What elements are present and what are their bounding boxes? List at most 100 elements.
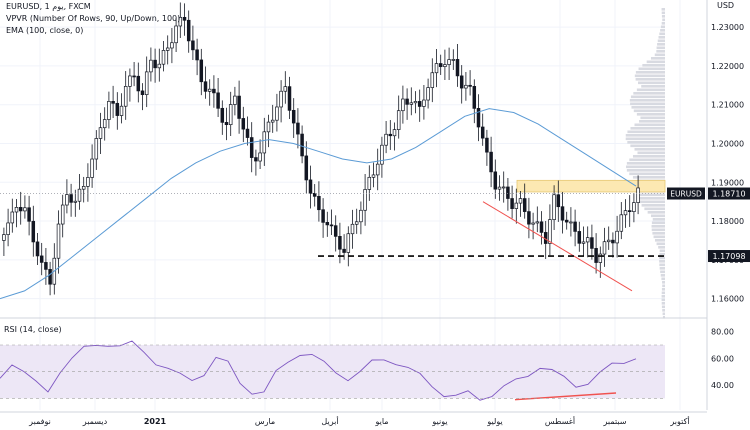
ema-legend[interactable]: EMA (100, close, 0) [6, 26, 84, 35]
price-axis: USD 1.23000 1.22000 1.21000 1.20000 1.19000 1.… [706, 0, 744, 410]
volume-bar [641, 204, 665, 207]
candle-body [422, 99, 426, 107]
volume-bar [635, 71, 665, 74]
candle-body [384, 133, 388, 146]
candle-body [388, 133, 393, 137]
candle-body [552, 194, 556, 220]
candle-body [249, 137, 254, 158]
candle-body [31, 220, 36, 243]
time-tick: أبريل [321, 416, 338, 426]
candle-body [35, 241, 40, 257]
candle-body [69, 194, 73, 203]
candle-body [254, 157, 258, 162]
candle-body [73, 200, 78, 203]
candle-body [136, 75, 141, 92]
candle-body [506, 186, 510, 199]
candle-body [518, 198, 523, 204]
volume-bar [635, 78, 665, 81]
volume-bar [634, 123, 665, 127]
volume-bar [651, 225, 665, 228]
volume-bar [626, 169, 665, 172]
volume-bar [638, 67, 665, 71]
volume-bar [658, 246, 665, 249]
volume-bar [627, 130, 665, 134]
candle-body [405, 98, 409, 105]
candle-body [300, 133, 304, 157]
candle-body [346, 233, 351, 253]
candle-body [90, 158, 94, 178]
candle-body [455, 59, 460, 77]
candle-body [602, 241, 607, 255]
time-tick: ديسمبر [82, 417, 108, 426]
volume-bar [627, 141, 665, 144]
volume-bar [639, 200, 665, 204]
volume-bar [654, 53, 665, 57]
volume-bar [659, 267, 665, 270]
symbol-legend[interactable]: EURUSD, 1 يوم, FXCM [6, 2, 91, 11]
volume-profile [625, 8, 665, 319]
candle-body [191, 40, 195, 51]
candle-body [480, 126, 485, 139]
volume-bar [646, 60, 665, 64]
volume-bar [657, 43, 665, 46]
candle-body [174, 25, 178, 44]
candle-body [401, 98, 405, 112]
candle-body [304, 155, 309, 181]
volume-bar [661, 305, 665, 309]
candle-body [144, 71, 149, 96]
volume-bar [662, 316, 665, 319]
price-tick: 1.20000 [711, 139, 744, 148]
candle-body [615, 230, 619, 244]
volume-bar [661, 291, 665, 295]
candle-body [86, 177, 90, 187]
candle-body [56, 223, 61, 259]
vpvr-legend[interactable]: VPVR (Number Of Rows, 90, Up/Down, 100) [6, 14, 181, 23]
candle-body [182, 16, 187, 21]
candle-body [329, 224, 334, 227]
candle-body [497, 186, 502, 190]
price-labels: EURUSD 1.18710 1.17098 [667, 187, 750, 263]
volume-bar [661, 8, 665, 11]
volume-bar [661, 288, 665, 291]
price-tick: 1.18000 [711, 217, 744, 226]
candle-body [44, 262, 48, 270]
volume-bar [656, 46, 665, 50]
volume-bar [661, 295, 665, 298]
candle-body [543, 232, 548, 244]
volume-bar [629, 99, 665, 102]
candle-body [270, 119, 275, 123]
rsi-legend[interactable]: RSI (14, close) [4, 325, 62, 334]
candle-body [216, 92, 220, 109]
symbol-tag [667, 187, 705, 200]
volume-bar [662, 281, 665, 284]
volume-bar [647, 211, 665, 214]
volume-bar [652, 232, 665, 235]
candle-body [476, 108, 481, 128]
candle-body [375, 163, 380, 176]
volume-bar [661, 15, 665, 18]
candle-body [627, 210, 632, 212]
volume-bar [636, 88, 665, 92]
volume-bar [644, 207, 665, 211]
ema-line [0, 108, 637, 300]
candle-body [317, 195, 321, 211]
candle-body [468, 84, 472, 87]
candle-body [10, 211, 15, 224]
candle-body [619, 214, 624, 232]
candle-body [623, 210, 628, 216]
candle-body [283, 86, 288, 92]
volume-bar [659, 32, 665, 36]
candle-body [409, 102, 414, 105]
time-tick: أغسطس [545, 416, 575, 426]
volume-bar [657, 39, 665, 43]
candle-body [396, 110, 401, 130]
volume-bar [659, 260, 665, 263]
candle-body [237, 95, 241, 119]
candle-body [380, 144, 384, 165]
volume-bar [659, 256, 665, 260]
candle-body [98, 127, 103, 139]
time-tick: 2021 [144, 417, 167, 426]
candle-body [438, 63, 443, 67]
candle-body [514, 202, 519, 209]
